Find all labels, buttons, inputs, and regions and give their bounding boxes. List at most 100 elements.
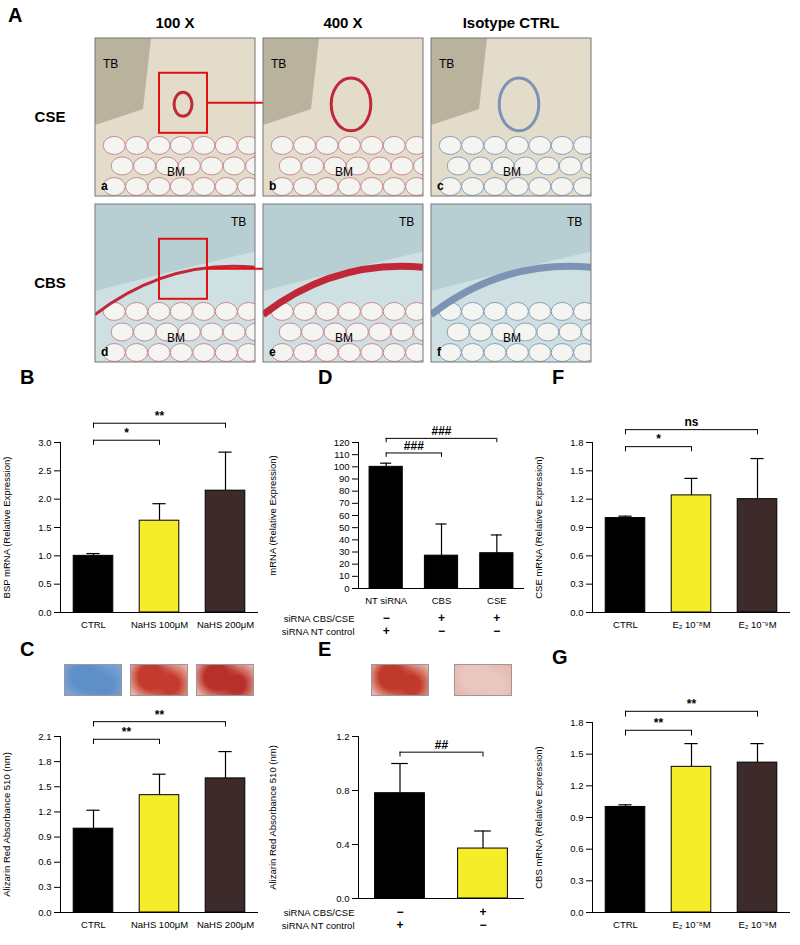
svg-text:90: 90 bbox=[339, 473, 350, 484]
svg-text:+: + bbox=[396, 918, 403, 932]
svg-text:2.5: 2.5 bbox=[38, 465, 51, 476]
svg-text:**: ** bbox=[122, 725, 132, 739]
svg-text:0.0: 0.0 bbox=[570, 907, 583, 918]
svg-text:CSE: CSE bbox=[487, 595, 507, 606]
svg-text:CBS mRNA (Relative Expression): CBS mRNA (Relative Expression) bbox=[533, 746, 544, 889]
svg-text:CSE: CSE bbox=[35, 108, 66, 125]
svg-text:0.6: 0.6 bbox=[570, 843, 583, 854]
svg-text:0.5: 0.5 bbox=[38, 578, 51, 589]
svg-text:1.5: 1.5 bbox=[38, 522, 51, 533]
svg-text:−: − bbox=[493, 624, 500, 638]
svg-text:1.2: 1.2 bbox=[336, 731, 349, 742]
svg-text:BM: BM bbox=[335, 165, 353, 179]
svg-text:E₂ 10⁻⁹M: E₂ 10⁻⁹M bbox=[738, 619, 776, 630]
svg-text:BSP mRNA (Relative Expression): BSP mRNA (Relative Expression) bbox=[1, 457, 12, 599]
svg-text:siRNA CBS/CSE: siRNA CBS/CSE bbox=[284, 907, 355, 918]
svg-text:c: c bbox=[437, 179, 444, 193]
svg-text:1.5: 1.5 bbox=[38, 781, 51, 792]
svg-text:siRNA NT control: siRNA NT control bbox=[282, 626, 355, 637]
svg-text:40: 40 bbox=[339, 534, 350, 545]
svg-text:NaHS 200μM: NaHS 200μM bbox=[197, 619, 254, 630]
svg-text:CTRL: CTRL bbox=[81, 619, 106, 630]
svg-text:b: b bbox=[269, 179, 276, 193]
svg-text:0.0: 0.0 bbox=[336, 893, 349, 904]
svg-text:0: 0 bbox=[344, 583, 349, 594]
svg-text:CBS: CBS bbox=[432, 595, 452, 606]
svg-text:TB: TB bbox=[567, 215, 582, 229]
svg-text:mRNA (Relative Expression): mRNA (Relative Expression) bbox=[267, 455, 278, 575]
svg-text:siRNA CBS/CSE: siRNA CBS/CSE bbox=[284, 613, 355, 624]
svg-text:Alizarin Red Absorbance 510 (n: Alizarin Red Absorbance 510 (nm) bbox=[1, 752, 12, 897]
svg-text:CTRL: CTRL bbox=[613, 619, 638, 630]
svg-text:10: 10 bbox=[339, 570, 350, 581]
svg-text:0.0: 0.0 bbox=[38, 607, 51, 618]
svg-text:2.0: 2.0 bbox=[38, 493, 51, 504]
svg-text:TB: TB bbox=[271, 57, 286, 71]
svg-text:20: 20 bbox=[339, 558, 350, 569]
svg-text:###: ### bbox=[431, 424, 451, 438]
svg-text:+: + bbox=[493, 611, 500, 625]
svg-text:1.2: 1.2 bbox=[570, 780, 583, 791]
svg-text:0.3: 0.3 bbox=[38, 881, 51, 892]
svg-text:TB: TB bbox=[231, 215, 246, 229]
svg-text:60: 60 bbox=[339, 510, 350, 521]
svg-text:d: d bbox=[101, 345, 108, 359]
svg-text:3.0: 3.0 bbox=[38, 437, 51, 448]
svg-text:1.2: 1.2 bbox=[38, 806, 51, 817]
svg-text:0.8: 0.8 bbox=[336, 785, 349, 796]
svg-text:−: − bbox=[438, 624, 445, 638]
svg-text:TB: TB bbox=[439, 57, 454, 71]
svg-text:ns: ns bbox=[684, 415, 698, 429]
svg-text:1.5: 1.5 bbox=[570, 748, 583, 759]
svg-text:−: − bbox=[383, 611, 390, 625]
svg-text:E₂ 10⁻⁹M: E₂ 10⁻⁹M bbox=[738, 919, 776, 930]
svg-text:400 X: 400 X bbox=[323, 14, 362, 31]
svg-text:**: ** bbox=[155, 708, 165, 722]
svg-text:TB: TB bbox=[103, 57, 118, 71]
svg-text:30: 30 bbox=[339, 546, 350, 557]
svg-text:CTRL: CTRL bbox=[613, 919, 638, 930]
svg-text:BM: BM bbox=[503, 165, 521, 179]
svg-text:+: + bbox=[438, 611, 445, 625]
svg-text:e: e bbox=[269, 345, 276, 359]
svg-text:80: 80 bbox=[339, 485, 350, 496]
svg-text:2.1: 2.1 bbox=[38, 731, 51, 742]
svg-text:110: 110 bbox=[334, 449, 349, 460]
svg-text:a: a bbox=[101, 179, 108, 193]
svg-text:**: ** bbox=[155, 409, 165, 423]
svg-text:BM: BM bbox=[503, 331, 521, 345]
svg-text:1.8: 1.8 bbox=[38, 756, 51, 767]
svg-text:A: A bbox=[8, 4, 22, 26]
svg-text:BM: BM bbox=[167, 331, 185, 345]
svg-text:+: + bbox=[479, 905, 486, 919]
svg-text:BM: BM bbox=[335, 331, 353, 345]
svg-text:NaHS 100μM: NaHS 100μM bbox=[131, 619, 188, 630]
svg-text:100 X: 100 X bbox=[155, 14, 194, 31]
svg-text:CTRL: CTRL bbox=[81, 919, 106, 930]
svg-text:TB: TB bbox=[399, 215, 414, 229]
svg-text:+: + bbox=[383, 624, 390, 638]
svg-text:NaHS 200μM: NaHS 200μM bbox=[197, 919, 254, 930]
svg-text:0.3: 0.3 bbox=[570, 875, 583, 886]
svg-text:*: * bbox=[656, 432, 661, 446]
svg-text:**: ** bbox=[654, 716, 664, 730]
svg-text:0.9: 0.9 bbox=[570, 522, 583, 533]
svg-text:1.0: 1.0 bbox=[38, 550, 51, 561]
svg-text:50: 50 bbox=[339, 522, 350, 533]
svg-text:###: ### bbox=[404, 439, 424, 453]
svg-text:NT siRNA: NT siRNA bbox=[365, 595, 408, 606]
svg-text:NaHS 100μM: NaHS 100μM bbox=[131, 919, 188, 930]
svg-text:BM: BM bbox=[167, 165, 185, 179]
svg-text:0.0: 0.0 bbox=[38, 907, 51, 918]
svg-text:120: 120 bbox=[334, 437, 350, 448]
svg-text:0.9: 0.9 bbox=[570, 812, 583, 823]
svg-text:100: 100 bbox=[334, 461, 350, 472]
svg-text:1.5: 1.5 bbox=[570, 465, 583, 476]
svg-text:Alizarin Red Absorbance 510 (n: Alizarin Red Absorbance 510 (nm) bbox=[267, 745, 278, 890]
svg-text:0.9: 0.9 bbox=[38, 831, 51, 842]
svg-text:*: * bbox=[124, 426, 129, 440]
svg-text:1.8: 1.8 bbox=[570, 437, 583, 448]
svg-text:E₂ 10⁻⁸M: E₂ 10⁻⁸M bbox=[672, 619, 710, 630]
svg-text:0.6: 0.6 bbox=[570, 550, 583, 561]
svg-text:70: 70 bbox=[339, 497, 350, 508]
